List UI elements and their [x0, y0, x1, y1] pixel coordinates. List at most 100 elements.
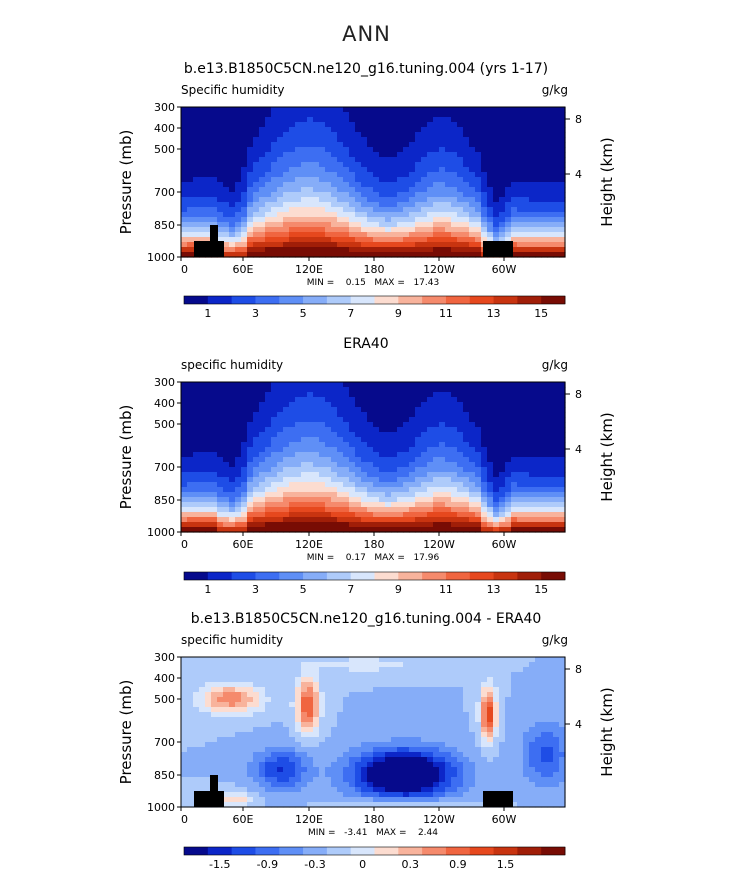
field-cell [529, 122, 536, 128]
field-cell [319, 237, 326, 243]
field-cell [331, 467, 338, 473]
field-cell [523, 242, 530, 248]
field-cell [331, 707, 338, 713]
field-cell [349, 722, 356, 728]
field-cell [487, 462, 494, 468]
field-cell [355, 127, 362, 133]
field-cell [553, 407, 560, 413]
field-cell [343, 387, 350, 393]
field-cell [349, 662, 356, 668]
field-cell [325, 157, 332, 163]
field-cell [553, 162, 560, 168]
field-cell [211, 167, 218, 173]
field-cell [361, 212, 368, 218]
field-cell [439, 207, 446, 213]
field-cell [355, 727, 362, 733]
field-cell [499, 502, 506, 508]
field-cell [469, 247, 476, 253]
field-cell [505, 387, 512, 393]
field-cell [253, 717, 260, 723]
field-cell [535, 492, 542, 498]
field-cell [331, 677, 338, 683]
field-cell [469, 672, 476, 678]
field-cell [193, 422, 200, 428]
field-cell [475, 222, 482, 228]
field-cell [421, 247, 428, 253]
field-cell [199, 667, 206, 673]
field-cell [199, 452, 206, 458]
field-cell [319, 182, 326, 188]
field-cell [271, 202, 278, 208]
field-cell [451, 687, 458, 693]
field-cell [247, 517, 254, 523]
field-cell [331, 422, 338, 428]
field-cell [331, 452, 338, 458]
field-cell [229, 482, 236, 488]
field-cell [487, 662, 494, 668]
field-cell [223, 412, 230, 418]
field-cell [253, 107, 260, 113]
field-cell [415, 507, 422, 513]
field-cell [211, 182, 218, 188]
field-cell [517, 402, 524, 408]
x-tick-label: 60E [233, 538, 254, 551]
field-cell [253, 502, 260, 508]
field-cell [553, 142, 560, 148]
field-cell [295, 107, 302, 113]
field-cell [421, 432, 428, 438]
field-cell [199, 477, 206, 483]
field-cell [535, 157, 542, 163]
field-cell [403, 507, 410, 513]
field-cell [421, 687, 428, 693]
field-cell [181, 517, 188, 523]
field-cell [223, 147, 230, 153]
field-cell [319, 117, 326, 123]
field-cell [193, 522, 200, 528]
field-cell [379, 107, 386, 113]
field-cell [505, 132, 512, 138]
field-cell [301, 187, 308, 193]
field-cell [511, 432, 518, 438]
colorbar-label: 7 [347, 583, 354, 596]
field-cell [265, 192, 272, 198]
field-cell [499, 447, 506, 453]
field-cell [295, 697, 302, 703]
field-cell [541, 242, 548, 248]
field-cell [439, 112, 446, 118]
field-cell [343, 662, 350, 668]
field-cell [307, 667, 314, 673]
field-cell [181, 492, 188, 498]
field-cell [361, 402, 368, 408]
field-cell [367, 432, 374, 438]
field-cell [229, 407, 236, 413]
field-cell [325, 417, 332, 423]
field-cell [355, 187, 362, 193]
field-cell [451, 162, 458, 168]
field-cell [259, 507, 266, 513]
field-cell [487, 732, 494, 738]
field-cell [313, 152, 320, 158]
field-cell [475, 207, 482, 213]
field-cell [301, 517, 308, 523]
field-cell [229, 497, 236, 503]
field-cell [295, 442, 302, 448]
field-cell [361, 392, 368, 398]
field-cell [253, 412, 260, 418]
field-cell [457, 227, 464, 233]
field-cell [253, 222, 260, 228]
field-cell [301, 477, 308, 483]
field-cell [331, 692, 338, 698]
field-cell [523, 492, 530, 498]
field-cell [319, 122, 326, 128]
field-cell [559, 462, 566, 468]
field-cell [301, 122, 308, 128]
field-cell [529, 192, 536, 198]
field-cell [259, 487, 266, 493]
field-cell [463, 657, 470, 663]
field-cell [445, 412, 452, 418]
field-cell [217, 112, 224, 118]
field-cell [349, 247, 356, 253]
colorbar-swatch [350, 296, 375, 304]
field-cell [529, 432, 536, 438]
field-cell [217, 712, 224, 718]
